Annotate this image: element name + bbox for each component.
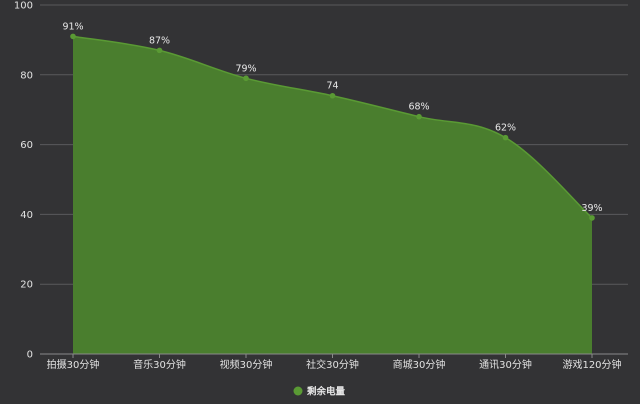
x-tick-label: 商城30分钟 [393, 358, 446, 371]
data-label: 39% [581, 203, 602, 214]
y-tick-label: 60 [20, 140, 33, 151]
legend-label[interactable]: 剩余电量 [307, 386, 346, 398]
data-point[interactable] [156, 47, 163, 54]
data-label: 87% [149, 35, 170, 46]
series-area [73, 36, 592, 354]
x-tick-label: 通讯30分钟 [479, 358, 532, 371]
data-label: 68% [408, 102, 429, 113]
y-tick-label: 100 [14, 1, 33, 12]
label-layer: 91% 87% 79% 74 68% 62% 39% [62, 21, 602, 213]
x-tick-label: 视频30分钟 [220, 358, 273, 371]
data-point[interactable] [589, 215, 595, 221]
point-layer [70, 33, 595, 221]
x-tick-label: 音乐30分钟 [133, 358, 186, 371]
axis-layer: 0 20 40 60 80 100 拍摄30分钟 音乐30分钟 视频30分钟 社交30分钟 商城30… [14, 1, 628, 371]
data-label: 79% [235, 63, 256, 74]
x-tick-label: 拍摄30分钟 [47, 358, 100, 371]
data-label: 91% [62, 21, 83, 32]
legend-marker[interactable] [293, 386, 303, 396]
x-tick-label: 游戏120分钟 [562, 358, 621, 371]
data-label: 62% [495, 123, 516, 134]
y-tick-label: 20 [20, 280, 33, 291]
legend[interactable]: 剩余电量 [293, 386, 346, 398]
data-point[interactable] [416, 113, 422, 120]
data-point[interactable] [243, 75, 249, 82]
data-point[interactable] [70, 33, 76, 40]
data-point[interactable] [502, 134, 509, 141]
data-label: 74 [326, 81, 338, 92]
data-point[interactable] [329, 92, 336, 99]
y-tick-label: 0 [27, 350, 33, 361]
x-tick-label: 社交30分钟 [306, 358, 359, 371]
y-tick-label: 80 [20, 70, 33, 81]
y-tick-label: 40 [20, 210, 33, 221]
